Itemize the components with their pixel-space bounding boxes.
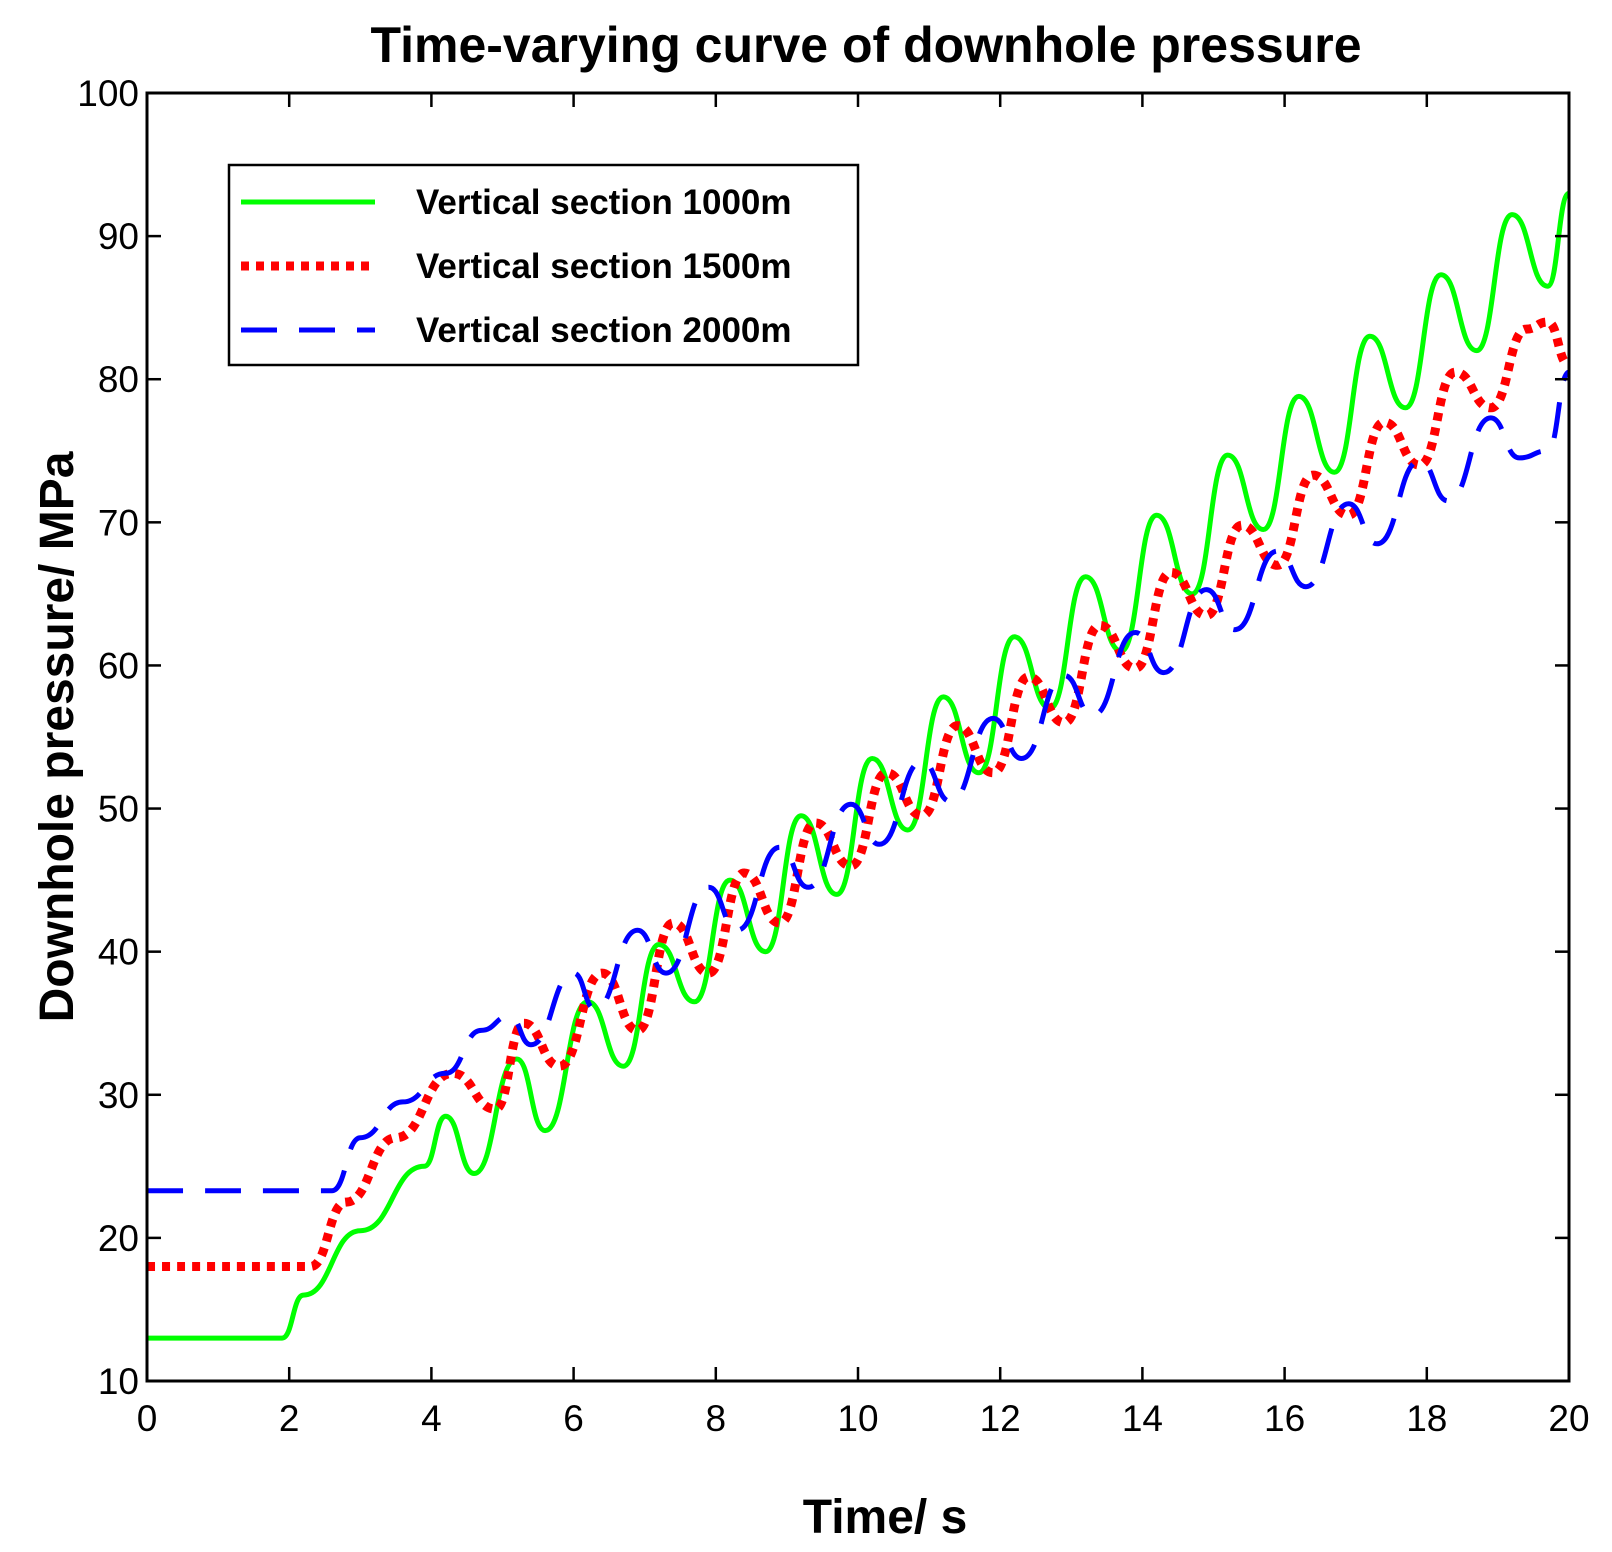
series-line-2 (147, 317, 1569, 1272)
x-tick-label: 4 (421, 1398, 442, 1439)
chart-title: Time-varying curve of downhole pressure (370, 17, 1361, 73)
x-tick-label: 12 (980, 1398, 1021, 1439)
y-axis-label: Downhole pressure/ MPa (31, 451, 84, 1022)
series-line-1 (147, 190, 1569, 1341)
legend-label-2: Vertical section 1500m (416, 247, 792, 286)
y-tick-label: 70 (98, 502, 139, 543)
x-tick-label: 0 (137, 1398, 158, 1439)
y-tick-label: 90 (98, 216, 139, 257)
y-tick-label: 20 (98, 1218, 139, 1259)
x-tick-label: 8 (706, 1398, 727, 1439)
y-tick-label: 60 (98, 645, 139, 686)
y-tick-label: 40 (98, 932, 139, 973)
legend: Vertical section 1000m Vertical section 1… (227, 163, 860, 367)
y-tick-label: 80 (98, 359, 139, 400)
legend-label-3: Vertical section 2000m (416, 311, 792, 350)
y-tick-label: 100 (77, 73, 139, 114)
x-tick-label: 6 (563, 1398, 584, 1439)
y-tick-label: 10 (98, 1361, 139, 1402)
x-tick-label: 16 (1264, 1398, 1305, 1439)
x-tick-label: 2 (279, 1398, 300, 1439)
x-tick-label: 18 (1406, 1398, 1447, 1439)
y-tick-label: 50 (98, 789, 139, 830)
x-axis-label: Time/ s (803, 1491, 968, 1544)
series-line-3 (147, 369, 1569, 1194)
x-tick-label: 20 (1548, 1398, 1589, 1439)
x-tick-label: 10 (837, 1398, 878, 1439)
y-tick-label: 30 (98, 1075, 139, 1116)
legend-label-1: Vertical section 1000m (416, 183, 792, 222)
x-tick-label: 14 (1122, 1398, 1163, 1439)
